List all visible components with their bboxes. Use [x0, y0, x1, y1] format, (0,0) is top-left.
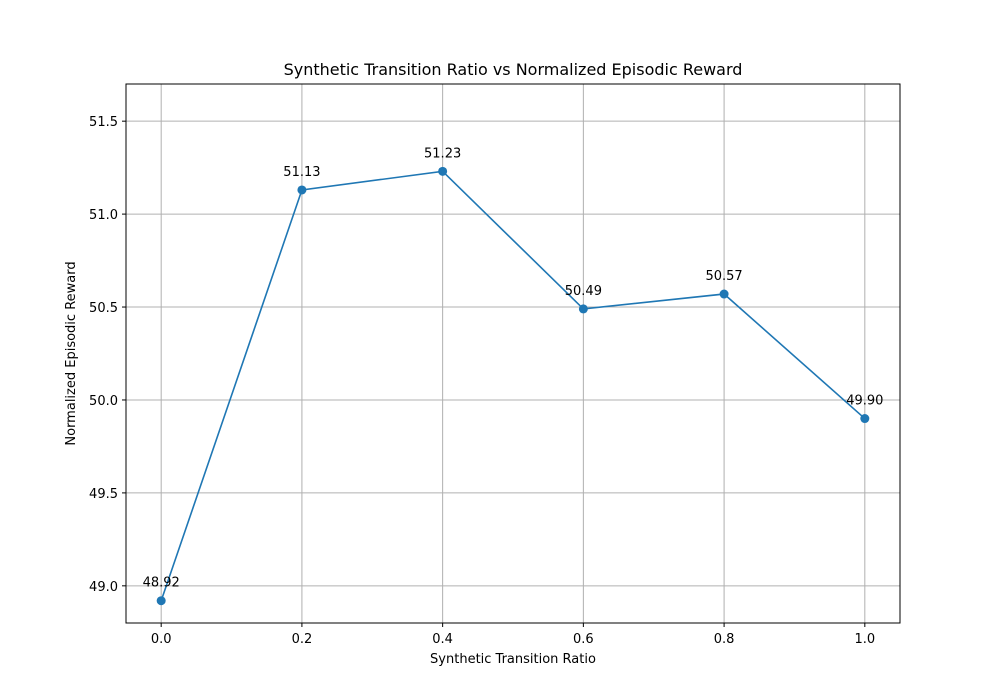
data-label: 50.49	[565, 284, 602, 299]
series-layer	[156, 166, 870, 606]
data-label: 48.92	[143, 576, 180, 591]
axis-ticks: 0.0 0.2 0.4 0.6 0.8 1.0 49.0 49.5 50.0 50.5 51.0 51…	[89, 115, 875, 647]
data-label: 49.90	[846, 394, 883, 409]
x-tick-label: 0.6	[573, 632, 594, 647]
grid-lines	[126, 84, 900, 623]
data-point	[156, 596, 166, 606]
data-labels: 48.92 51.13 51.23 50.49 50.57 49.90	[143, 146, 884, 590]
plot-area-frame	[125, 83, 901, 624]
data-label: 51.13	[283, 165, 320, 180]
chart-title: Synthetic Transition Ratio vs Normalized…	[284, 60, 743, 79]
data-point	[719, 289, 729, 299]
x-tick-label: 0.8	[714, 632, 735, 647]
x-tick-label: 0.2	[292, 632, 313, 647]
data-point	[297, 185, 307, 195]
y-tick-label: 50.0	[89, 394, 118, 409]
y-tick-label: 49.5	[89, 487, 118, 502]
x-axis-label: Synthetic Transition Ratio	[430, 652, 596, 667]
y-tick-label: 51.5	[89, 115, 118, 130]
data-point	[860, 414, 870, 424]
series-line	[160, 170, 866, 601]
y-axis-label: Normalized Episodic Reward	[64, 261, 79, 445]
x-tick-label: 1.0	[854, 632, 875, 647]
data-label: 51.23	[424, 146, 461, 161]
x-tick-label: 0.4	[432, 632, 453, 647]
data-point	[578, 304, 588, 314]
y-tick-label: 49.0	[89, 580, 118, 595]
y-tick-label: 51.0	[89, 208, 118, 223]
x-tick-label: 0.0	[151, 632, 172, 647]
data-point	[438, 166, 448, 176]
data-label: 50.57	[705, 269, 742, 284]
y-tick-label: 50.5	[89, 301, 118, 316]
